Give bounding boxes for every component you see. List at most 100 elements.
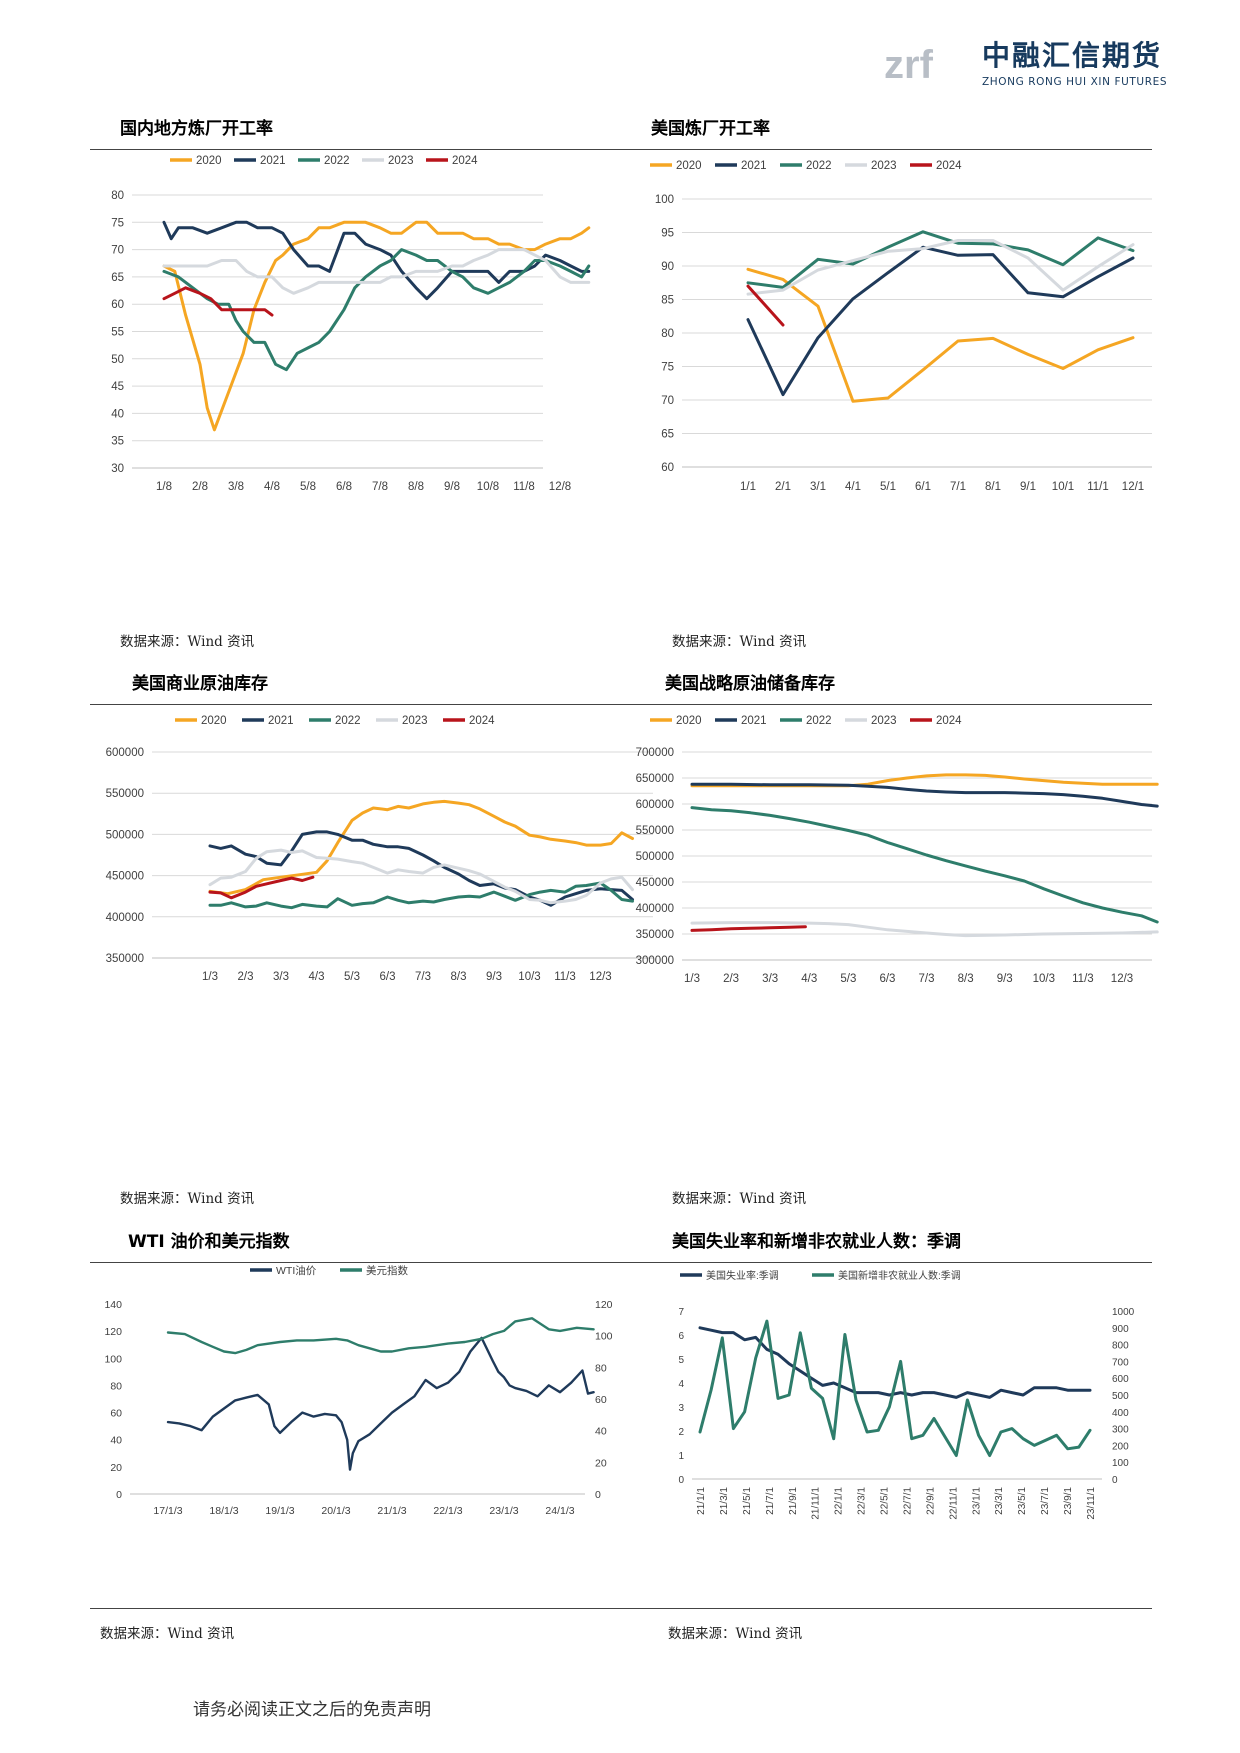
legend-label: 美国新增非农就业人数:季调 — [838, 1269, 961, 1282]
x-tick-label: 12/3 — [589, 971, 611, 983]
chart-c2: 60 65 70 75 80 85 90 95 100 1/1 2/1 3/1 4/1 5/1 6/1 7/1… — [650, 160, 1152, 493]
legend-label: 2020 — [196, 155, 222, 167]
y-tick-label: 400000 — [636, 903, 674, 915]
legend-label: 2022 — [806, 160, 832, 172]
x-tick-label: 23/5/1 — [1017, 1487, 1028, 1515]
series-line-2021 — [690, 782, 1159, 808]
chart-title-c4: 美国战略原油储备库存 — [665, 674, 835, 694]
logo-mark-text: zrf — [884, 43, 934, 87]
x-tick-label: 21/3/1 — [719, 1487, 730, 1515]
y-tick-label: 140 — [104, 1299, 122, 1311]
y-right-tick-label: 900 — [1112, 1324, 1129, 1335]
x-tick-label: 11/1 — [1087, 481, 1109, 493]
y-tick-label: 65 — [111, 272, 124, 284]
x-tick-label: 21/5/1 — [742, 1487, 753, 1515]
y-tick-label: 100 — [655, 194, 674, 206]
y-tick-label: 0 — [678, 1475, 684, 1486]
x-tick-label: 23/3/1 — [994, 1487, 1005, 1515]
data-source: 数据来源：Wind 资讯 — [120, 1191, 255, 1207]
x-tick-label: 6/8 — [336, 481, 352, 493]
legend-label: 2021 — [741, 715, 767, 727]
legend-label: 2020 — [676, 160, 702, 172]
y-right-tick-label: 20 — [595, 1457, 607, 1469]
x-tick-label: 4/3 — [801, 973, 817, 985]
chart-c5: 0 20 40 60 80 100 120 140 0 20 40 60 80 100 120 17/1/3 1… — [104, 1264, 613, 1517]
series-line-美国失业率:季调 — [698, 1326, 1092, 1399]
x-tick-label: 2/3 — [238, 971, 254, 983]
y-right-tick-label: 60 — [595, 1394, 607, 1406]
series-line-2021 — [208, 830, 634, 907]
x-tick-label: 23/1/3 — [489, 1505, 518, 1517]
x-tick-label: 12/1 — [1122, 481, 1144, 493]
x-tick-label: 1/3 — [202, 971, 218, 983]
x-tick-label: 8/1 — [985, 481, 1001, 493]
x-tick-label: 22/3/1 — [857, 1487, 868, 1515]
x-tick-label: 22/1/1 — [834, 1487, 845, 1515]
x-tick-label: 12/3 — [1111, 973, 1133, 985]
chart-title-c2: 美国炼厂开工率 — [651, 119, 770, 139]
y-tick-label: 600000 — [636, 799, 674, 811]
x-tick-label: 8/3 — [451, 971, 467, 983]
legend-label: 2024 — [936, 715, 962, 727]
x-tick-label: 11/3 — [1072, 973, 1094, 985]
y-tick-label: 80 — [111, 190, 124, 202]
x-tick-label: 1/8 — [156, 481, 172, 493]
x-tick-label: 7/8 — [372, 481, 388, 493]
x-tick-label: 10/1 — [1052, 481, 1074, 493]
chart-title-c5: WTI 油价和美元指数 — [128, 1232, 290, 1252]
x-tick-label: 6/3 — [380, 971, 396, 983]
y-tick-label: 650000 — [636, 773, 674, 785]
series-line-2020 — [746, 267, 1135, 403]
y-tick-label: 300000 — [636, 955, 674, 967]
data-source: 数据来源：Wind 资讯 — [100, 1626, 235, 1642]
x-tick-label: 11/8 — [513, 481, 535, 493]
x-tick-label: 7/3 — [919, 973, 935, 985]
x-tick-label: 1/3 — [684, 973, 700, 985]
y-tick-label: 500000 — [636, 851, 674, 863]
legend-label: 2021 — [268, 715, 294, 727]
series-line-2023 — [162, 248, 591, 295]
x-tick-label: 9/8 — [444, 481, 460, 493]
y-tick-label: 65 — [661, 429, 674, 441]
x-tick-label: 3/8 — [228, 481, 244, 493]
y-tick-label: 20 — [110, 1462, 122, 1474]
x-tick-label: 9/3 — [486, 971, 502, 983]
x-tick-label: 22/5/1 — [880, 1487, 891, 1515]
x-tick-label: 21/1/1 — [696, 1487, 707, 1515]
y-tick-label: 50 — [111, 354, 124, 366]
legend-label: 2023 — [402, 715, 428, 727]
x-tick-label: 5/3 — [840, 973, 856, 985]
company-logo: zrf 中融汇信期货 ZHONG RONG HUI XIN FUTURES — [884, 28, 1174, 98]
x-tick-label: 22/1/3 — [433, 1505, 462, 1517]
x-tick-label: 8/3 — [958, 973, 974, 985]
legend-label: 2024 — [936, 160, 962, 172]
y-tick-label: 95 — [661, 228, 674, 240]
y-tick-label: 6 — [678, 1331, 684, 1342]
x-tick-label: 9/1 — [1020, 481, 1036, 493]
x-tick-label: 23/1/1 — [971, 1487, 982, 1515]
legend-label: 2024 — [452, 155, 478, 167]
legend-label: 2020 — [676, 715, 702, 727]
divider — [90, 149, 1152, 150]
y-right-tick-label: 1000 — [1112, 1307, 1135, 1318]
y-tick-label: 45 — [111, 381, 124, 393]
y-tick-label: 700000 — [636, 747, 674, 759]
y-tick-label: 55 — [111, 327, 124, 339]
y-tick-label: 40 — [110, 1435, 122, 1447]
y-tick-label: 75 — [111, 217, 124, 229]
y-tick-label: 60 — [110, 1408, 122, 1420]
series-line-2020 — [162, 220, 591, 432]
y-right-tick-label: 0 — [595, 1489, 601, 1501]
y-right-tick-label: 120 — [595, 1299, 613, 1311]
series-line-2023 — [208, 848, 634, 905]
legend-label: 2020 — [201, 715, 227, 727]
legend-label: 2023 — [871, 160, 897, 172]
series-line-2024 — [746, 284, 785, 327]
x-tick-label: 21/1/3 — [377, 1505, 406, 1517]
data-source: 数据来源：Wind 资讯 — [120, 634, 255, 650]
x-tick-label: 24/1/3 — [545, 1505, 574, 1517]
series-line-2020 — [208, 799, 634, 896]
y-tick-label: 30 — [111, 463, 124, 475]
series-line-美元指数 — [166, 1317, 595, 1355]
legend-label: WTI油价 — [276, 1264, 317, 1277]
